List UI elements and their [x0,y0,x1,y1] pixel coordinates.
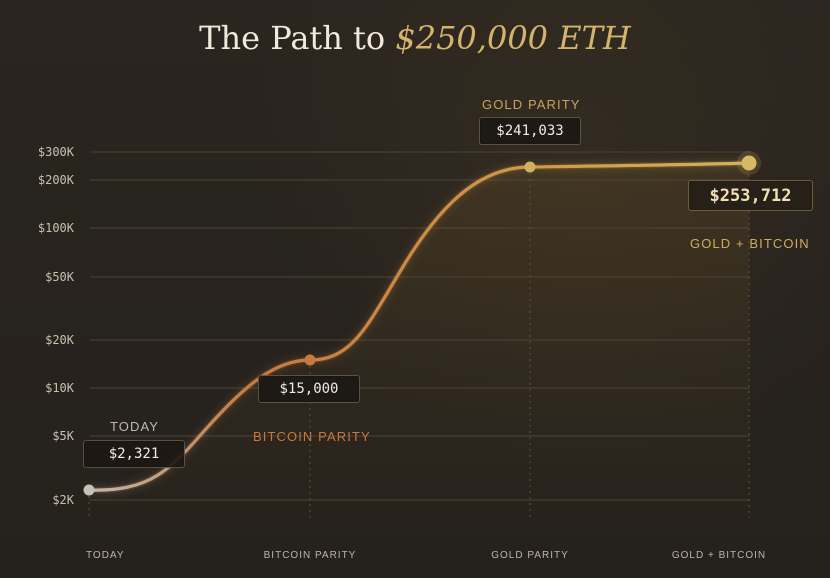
label-today: TODAY [110,419,160,434]
page-title: The Path to $250,000 ETH [0,16,830,60]
point-today [83,484,95,496]
x-label-bitcoin-parity: BITCOIN PARITY [264,550,357,561]
label-gold-parity: GOLD PARITY [482,97,581,112]
chart-area-fill [89,163,749,518]
chart-line [87,161,751,492]
point-gold-parity [524,161,536,173]
title-highlight: $250,000 ETH [395,19,631,57]
point-bitcoin-parity [304,354,316,366]
y-tick-100k: $100K [38,221,75,235]
x-label-gold-parity: GOLD PARITY [491,550,569,561]
y-tick-5k: $5K [52,429,74,443]
point-gold-bitcoin [741,155,757,171]
x-label-gold-bitcoin: GOLD + BITCOIN [672,550,766,561]
y-tick-2k: $2K [52,493,74,507]
label-bitcoin-parity: BITCOIN PARITY [253,429,371,444]
x-label-today: TODAY [86,550,125,561]
label-gold-bitcoin: GOLD + BITCOIN [690,236,810,251]
title-prefix: The Path to [199,19,396,57]
y-tick-200k: $200K [38,173,75,187]
y-tick-20k: $20K [45,333,75,347]
y-tick-300k: $300K [38,145,75,159]
y-tick-50k: $50K [45,270,75,284]
callout-today: $2,321 [83,440,185,468]
callout-gold-bitcoin: $253,712 [688,180,813,211]
y-tick-10k: $10K [45,381,75,395]
data-points [83,151,761,496]
callout-gold-parity: $241,033 [479,117,581,145]
callout-bitcoin-parity: $15,000 [258,375,360,403]
x-axis-labels: TODAY BITCOIN PARITY GOLD PARITY GOLD + … [86,550,766,561]
y-axis-labels: $300K $200K $100K $50K $20K $10K $5K $2K [38,145,75,507]
